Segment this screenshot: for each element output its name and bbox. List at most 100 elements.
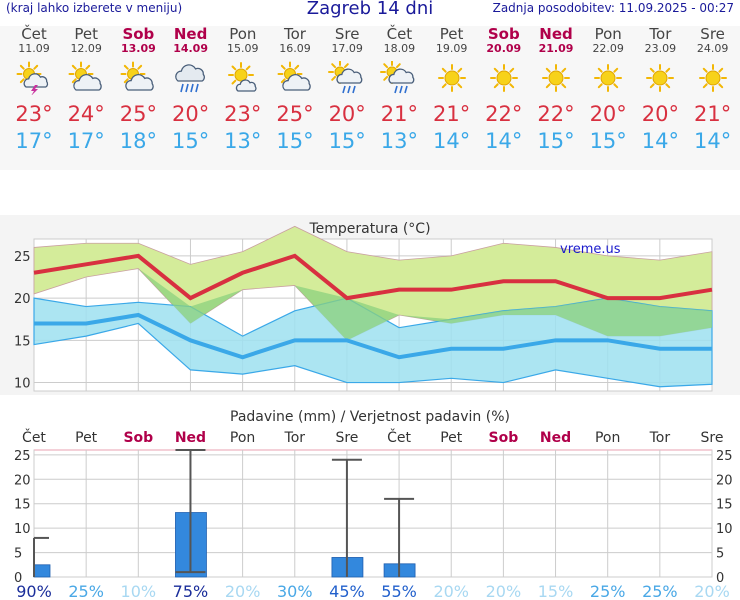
day-name: Sre xyxy=(700,25,725,43)
sun-icon xyxy=(530,55,582,101)
day-column[interactable]: Tor 16.09 25° 15° xyxy=(269,26,321,155)
sun-icon xyxy=(426,55,478,101)
max-temp: 22° xyxy=(485,102,523,126)
day-name: Čet xyxy=(21,25,47,43)
day-date: 23.09 xyxy=(644,42,677,55)
day-column[interactable]: Sob 20.09 22° 14° xyxy=(478,26,530,155)
y-tick-label: 15 xyxy=(14,498,31,513)
sun-icon xyxy=(478,55,530,101)
max-temp: 21° xyxy=(432,102,471,126)
sun-icon xyxy=(582,55,634,101)
min-temp: 14° xyxy=(693,129,732,153)
temperature-chart: Temperatura (°C) 10 15 20 25 vreme.us xyxy=(0,215,740,395)
y-tick-label-right: 15 xyxy=(716,498,733,513)
day-label: Pet xyxy=(75,430,98,446)
chart-title: Padavine (mm) / Verjetnost padavin (%) xyxy=(230,409,510,425)
day-date: 20.09 xyxy=(486,42,522,55)
precip-probability: 15% xyxy=(538,582,574,600)
day-label: Ned xyxy=(175,430,206,446)
sun-cloud-icon xyxy=(217,55,269,101)
watermark: vreme.us xyxy=(560,242,621,257)
day-label: Sre xyxy=(701,430,724,446)
y-tick-label-right: 0 xyxy=(716,571,724,586)
max-temp: 20° xyxy=(171,102,210,126)
min-temp: 17° xyxy=(67,129,105,153)
min-temp: 15° xyxy=(328,129,366,153)
min-temp: 15° xyxy=(276,129,314,153)
day-column[interactable]: Sre 24.09 21° 14° xyxy=(687,26,739,155)
day-date: 22.09 xyxy=(592,42,624,55)
day-name: Pon xyxy=(594,25,622,43)
max-temp-line xyxy=(33,253,713,301)
day-column[interactable]: Pet 12.09 24° 17° xyxy=(60,26,112,155)
precipitation-chart: Padavine (mm) / Verjetnost padavin (%) Če… xyxy=(14,409,733,600)
day-label: Pet xyxy=(440,430,463,446)
precip-probability: 25% xyxy=(68,582,104,600)
day-name: Tor xyxy=(284,25,306,43)
day-label: Ned xyxy=(540,430,571,446)
day-label: Pon xyxy=(230,430,255,446)
day-name: Sob xyxy=(122,25,155,43)
day-column[interactable]: Sre 17.09 20° 15° xyxy=(321,26,373,155)
plot-area xyxy=(33,449,713,578)
max-temp: 22° xyxy=(537,102,575,126)
min-temp: 15° xyxy=(589,129,627,153)
day-label: Tor xyxy=(284,430,306,446)
day-date: 24.09 xyxy=(696,42,729,55)
precip-bar xyxy=(33,564,51,578)
min-temp: 15° xyxy=(171,129,210,153)
y-tick-label: 0 xyxy=(14,571,22,586)
precip-probability: 55% xyxy=(381,582,417,600)
day-column[interactable]: Ned 21.09 22° 15° xyxy=(530,26,582,155)
min-temp-range-band xyxy=(33,297,713,388)
sun-icon xyxy=(687,55,739,101)
day-date: 15.09 xyxy=(227,42,259,55)
day-name: Pon xyxy=(229,25,257,43)
day-name: Sre xyxy=(334,25,360,43)
day-column[interactable]: Pon 15.09 23° 13° xyxy=(217,26,269,155)
precip-probability: 90% xyxy=(16,582,52,600)
day-label: Sob xyxy=(489,430,519,446)
day-column[interactable]: Tor 23.09 20° 14° xyxy=(634,26,686,155)
range-overlap xyxy=(34,268,712,341)
day-name: Čet xyxy=(386,25,413,43)
min-temp-line xyxy=(34,312,712,360)
day-date: 11.09 xyxy=(18,42,50,55)
sun-icon xyxy=(634,55,686,101)
day-column[interactable]: Sob 13.09 25° 18° xyxy=(112,26,164,155)
day-date: 19.09 xyxy=(435,42,468,55)
max-temp: 21° xyxy=(380,102,418,126)
day-name: Tor xyxy=(649,25,672,43)
precip-probability: 20% xyxy=(433,582,469,600)
y-tick-label-right: 20 xyxy=(716,473,733,488)
day-label: Čet xyxy=(22,428,46,446)
rain-cloud-icon xyxy=(165,55,217,101)
precip-probability: 20% xyxy=(486,582,522,600)
min-temp: 18° xyxy=(119,129,157,153)
max-temp: 23° xyxy=(224,102,262,126)
day-column[interactable]: Čet 18.09 21° 13° xyxy=(373,26,425,155)
day-column[interactable]: Čet 11.09 23° 17° xyxy=(8,26,60,155)
sun-rain-icon xyxy=(321,55,373,101)
y-tick-label-right: 25 xyxy=(716,449,733,464)
precip-probability: 75% xyxy=(173,582,209,600)
min-temp: 13° xyxy=(224,129,262,153)
day-column[interactable]: Ned 14.09 20° 15° xyxy=(165,26,217,155)
day-date: 21.09 xyxy=(538,42,574,55)
precip-probability: 20% xyxy=(694,582,730,600)
day-date: 13.09 xyxy=(120,42,156,55)
day-column[interactable]: Pet 19.09 21° 14° xyxy=(426,26,478,155)
day-label: Čet xyxy=(387,428,411,446)
day-date: 18.09 xyxy=(383,42,416,55)
max-temp: 20° xyxy=(328,102,366,126)
max-temp: 24° xyxy=(67,102,105,126)
max-temp: 20° xyxy=(589,102,627,126)
page-title: Zagreb 14 dni xyxy=(306,0,434,19)
day-column[interactable]: Pon 22.09 20° 15° xyxy=(582,26,634,155)
min-temp: 14° xyxy=(641,129,679,153)
y-tick-label: 25 xyxy=(14,449,31,464)
menu-hint[interactable]: (kraj lahko izberete v meniju) xyxy=(6,1,183,15)
day-name: Sob xyxy=(487,25,520,43)
min-temp: 15° xyxy=(537,129,575,153)
precip-probability: 45% xyxy=(329,582,365,600)
